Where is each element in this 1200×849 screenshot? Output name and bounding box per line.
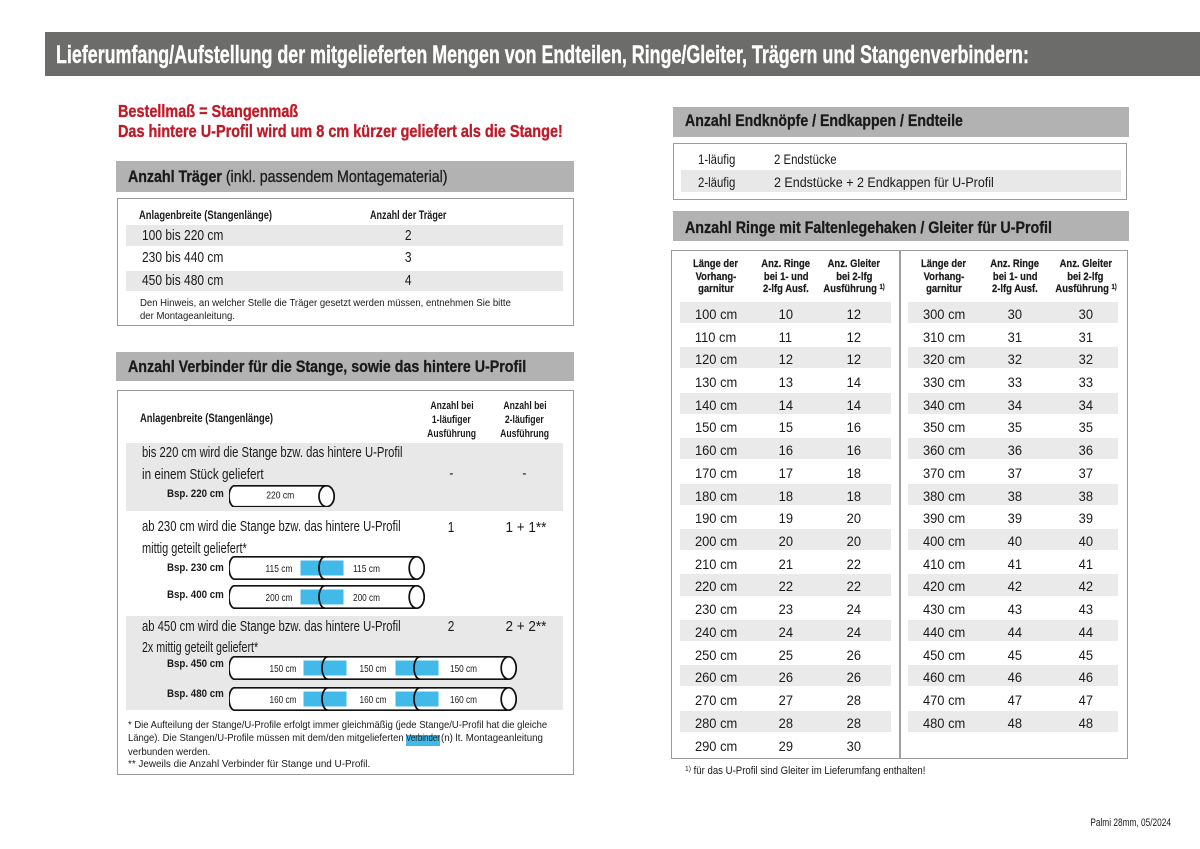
- svg-text:200 cm: 200 cm: [266, 593, 293, 604]
- svg-text:160 cm: 160 cm: [270, 695, 297, 706]
- svg-text:160 cm: 160 cm: [360, 695, 387, 706]
- svg-text:220 cm: 220 cm: [266, 490, 294, 501]
- svg-text:160 cm: 160 cm: [450, 695, 477, 706]
- svg-text:150 cm: 150 cm: [270, 664, 297, 675]
- svg-text:115 cm: 115 cm: [266, 563, 293, 574]
- svg-text:150 cm: 150 cm: [360, 664, 387, 675]
- svg-text:150 cm: 150 cm: [450, 664, 477, 675]
- svg-text:200 cm: 200 cm: [353, 593, 380, 604]
- svg-text:115 cm: 115 cm: [353, 563, 380, 574]
